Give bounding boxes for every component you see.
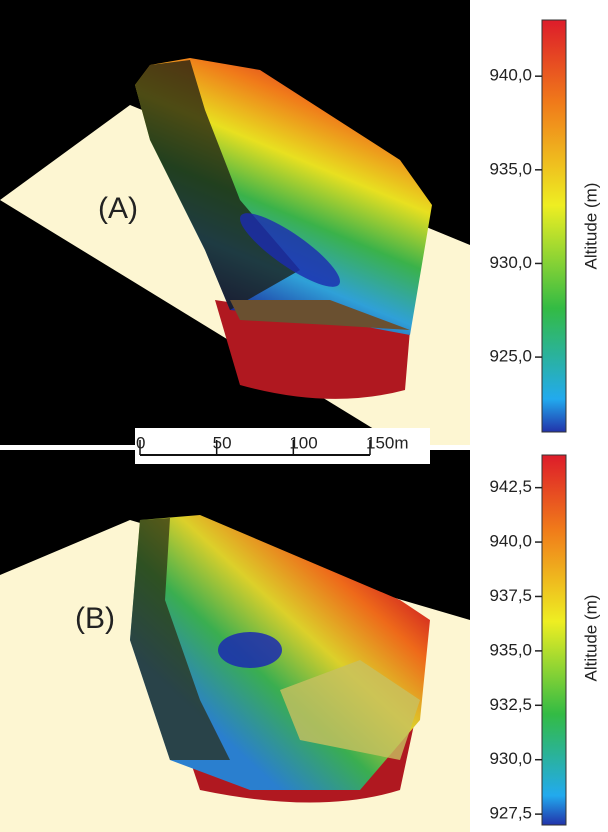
scale-bar-label: 0	[136, 433, 145, 452]
colorbar	[541, 454, 567, 826]
scale-bar-label: 50	[213, 433, 232, 452]
colorbar-tick-label: 937,5	[489, 586, 532, 605]
colorbar-label: Altitude (m)	[581, 183, 600, 270]
colorbar-tick-label: 942,5	[489, 477, 532, 496]
colorbar-tick-label: 930,0	[489, 749, 532, 768]
panel-label: (A)	[98, 192, 138, 225]
colorbar-tick-label: 940,0	[489, 66, 532, 85]
colorbar-tick-label: 935,0	[489, 159, 532, 178]
colorbar-label: Altitude (m)	[581, 595, 600, 682]
colorbar	[541, 19, 567, 433]
colorbar-tick-label: 925,0	[489, 347, 532, 366]
scale-bar-background	[135, 428, 430, 464]
panel-a-image	[0, 0, 470, 445]
colorbar-tick-label: 930,0	[489, 253, 532, 272]
panel-b-image	[0, 450, 470, 832]
colorbar-tick-label: 927,5	[489, 804, 532, 823]
colorbar-tick-label: 935,0	[489, 640, 532, 659]
scale-bar-label: 150m	[366, 433, 409, 452]
colorbar-tick-label: 932,5	[489, 695, 532, 714]
panel-label: (B)	[75, 602, 115, 635]
scale-bar-label: 100	[289, 433, 317, 452]
scale-bar: 0 50 100 150m	[136, 433, 409, 456]
colorbar-tick-label: 940,0	[489, 532, 532, 551]
